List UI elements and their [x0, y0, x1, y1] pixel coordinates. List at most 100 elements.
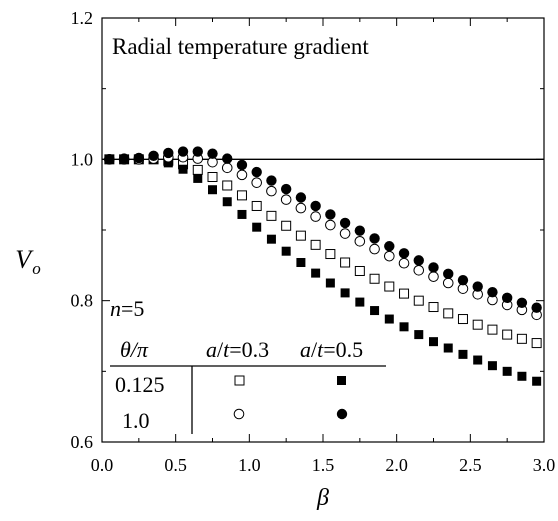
legend-col1-value: =0.3 [229, 337, 269, 362]
data-point-filled-square [296, 258, 306, 268]
legend-filled-circle-marker [336, 408, 348, 420]
data-point-open-circle [325, 219, 336, 231]
legend-n-var: n [110, 296, 121, 321]
data-point-filled-circle [325, 209, 336, 220]
data-point-filled-circle [207, 148, 218, 159]
legend-row1-label: 0.125 [115, 372, 165, 397]
x-tick-label: 2.5 [459, 455, 482, 475]
legend-filled-square-marker [337, 376, 346, 385]
y-axis-ticks: 0.6 0.8 1.0 1.2 [71, 8, 544, 452]
data-point-filled-square [487, 361, 497, 371]
y-tick-label: 0.6 [71, 432, 94, 452]
data-point-open-square [236, 190, 247, 201]
data-point-filled-circle [339, 217, 351, 229]
data-point-filled-circle [236, 159, 248, 171]
data-point-filled-circle [487, 286, 498, 298]
legend-col2-a: a [300, 337, 311, 362]
data-point-filled-circle [133, 152, 145, 164]
data-point-open-circle [369, 243, 380, 255]
x-axis-ticks: 0.0 0.5 1.0 1.5 2.0 2.5 3.0 [91, 18, 556, 475]
data-point-open-circle [339, 228, 351, 239]
data-point-filled-square [252, 222, 262, 232]
data-point-filled-circle [118, 153, 130, 164]
data-point-open-square [472, 319, 483, 330]
data-point-open-square [399, 288, 410, 299]
legend-col2-header: a/t=0.5 [300, 337, 363, 362]
data-point-filled-circle [104, 154, 115, 165]
data-point-open-circle [280, 194, 292, 205]
data-point-filled-square [502, 366, 512, 376]
data-point-filled-circle [354, 225, 366, 236]
x-tick-label: 1.0 [238, 455, 261, 475]
data-point-open-square [310, 239, 321, 250]
data-point-filled-square [193, 173, 203, 183]
data-point-filled-circle [310, 200, 321, 212]
data-point-filled-square [237, 209, 247, 219]
data-point-filled-circle [428, 262, 439, 273]
data-point-open-square [295, 230, 306, 241]
legend-open-circle-marker [233, 408, 245, 420]
data-point-open-square [516, 333, 527, 344]
data-point-filled-square [458, 349, 468, 359]
y-axis-label: Vo [15, 245, 40, 278]
data-point-open-square [222, 180, 233, 191]
legend-col1-header: a/t=0.3 [206, 337, 269, 362]
data-point-filled-circle [472, 281, 483, 292]
data-point-filled-square [532, 376, 542, 386]
legend-n-value: =5 [121, 296, 144, 321]
legend-col2-value: =0.5 [323, 337, 363, 362]
data-point-filled-circle [384, 241, 395, 252]
x-tick-label: 1.5 [312, 455, 335, 475]
x-tick-label: 0.0 [91, 455, 114, 475]
data-point-open-square [207, 172, 218, 182]
data-point-open-square [457, 314, 468, 325]
legend-theta-header: θ/π [120, 337, 149, 362]
data-point-open-circle [221, 162, 233, 174]
chart-title: Radial temperature gradient [112, 34, 369, 59]
data-point-filled-circle [163, 147, 174, 159]
x-tick-label: 2.0 [385, 455, 408, 475]
data-point-open-circle [413, 264, 425, 276]
data-point-open-square [413, 295, 424, 306]
data-point-filled-circle [177, 146, 189, 157]
data-point-filled-circle [413, 255, 424, 266]
legend-n-label: n=5 [110, 296, 144, 321]
data-point-filled-circle [295, 192, 307, 203]
data-point-open-square [354, 265, 365, 276]
data-point-open-square [502, 329, 513, 340]
data-point-filled-square [208, 185, 217, 195]
legend-col2-t: t [317, 337, 324, 362]
data-point-open-circle [428, 271, 439, 282]
x-tick-label: 3.0 [533, 455, 556, 475]
plot-frame [101, 17, 545, 443]
data-point-open-circle [398, 257, 410, 269]
data-point-filled-square [473, 355, 483, 365]
data-point-filled-square [355, 297, 365, 307]
data-point-filled-circle [443, 268, 454, 280]
data-point-open-circle [310, 211, 321, 222]
data-point-filled-square [384, 314, 394, 324]
legend-col1-a: a [206, 337, 217, 362]
y-axis-label-subscript: o [32, 259, 41, 278]
data-point-filled-circle [531, 302, 542, 313]
data-point-filled-circle [369, 233, 380, 244]
data-point-filled-circle [251, 166, 262, 178]
y-tick-label: 1.0 [71, 149, 94, 169]
data-point-filled-circle [192, 146, 203, 157]
legend-col1-slash: / [217, 337, 224, 362]
data-point-filled-circle [266, 175, 277, 186]
data-point-open-square [428, 302, 439, 313]
data-point-filled-square [325, 278, 335, 288]
data-point-open-square [531, 338, 542, 349]
data-point-filled-square [311, 268, 321, 278]
data-point-open-square [192, 164, 203, 175]
legend-row2-label: 1.0 [122, 408, 150, 433]
data-point-filled-square [517, 371, 527, 381]
data-point-filled-circle [222, 153, 233, 164]
x-axis-label: β [316, 485, 329, 511]
data-point-filled-square [222, 197, 232, 207]
legend: n=5 θ/π a/t=0.3 a/t=0.5 0.125 1.0 [110, 296, 386, 434]
data-point-filled-square [370, 306, 380, 316]
data-point-filled-circle [457, 274, 469, 286]
